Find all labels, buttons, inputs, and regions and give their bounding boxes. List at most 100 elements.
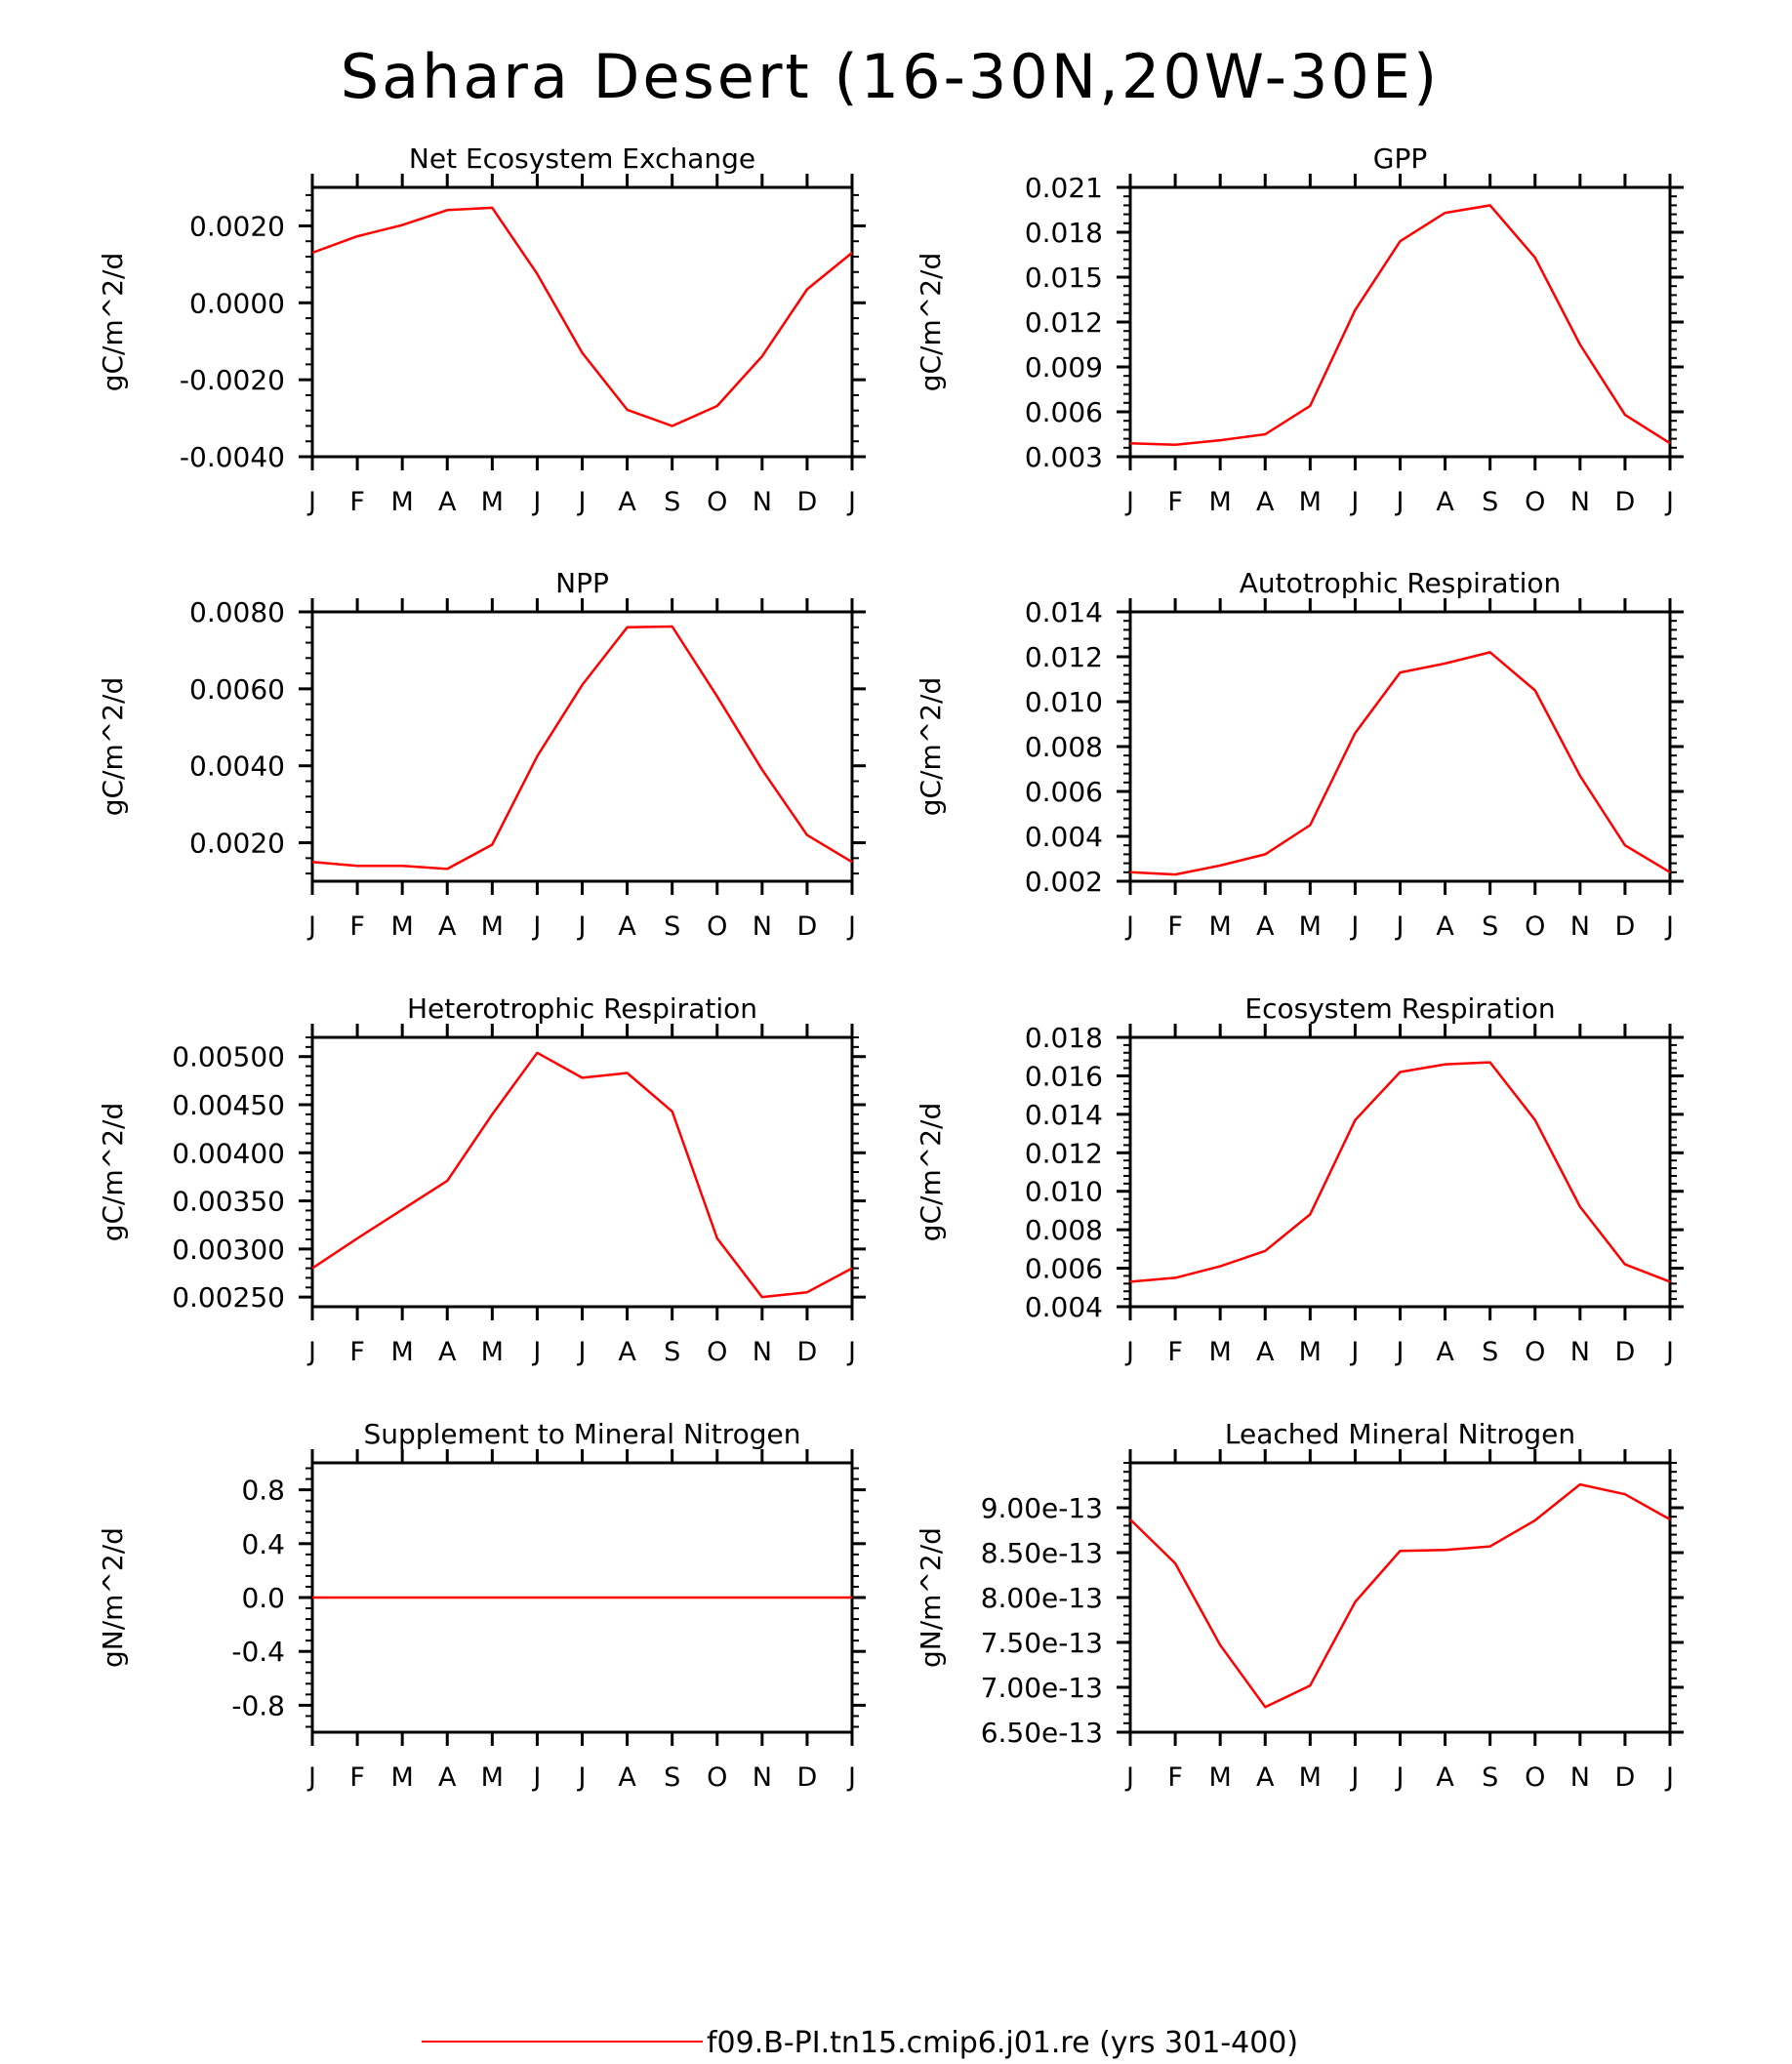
x-tick-label: O	[707, 1762, 727, 1793]
x-tick-label: D	[1615, 1762, 1636, 1793]
panel-title: Ecosystem Respiration	[1244, 992, 1555, 1025]
x-tick-label: J	[1395, 487, 1405, 517]
x-tick-label: F	[1167, 911, 1183, 942]
x-tick-label: J	[846, 487, 856, 517]
x-tick-label: J	[306, 911, 316, 942]
y-tick-label: 0.00250	[172, 1281, 285, 1314]
series-line	[311, 1051, 853, 1299]
x-tick-label: J	[846, 1762, 856, 1793]
x-tick-label: J	[531, 1337, 541, 1367]
x-tick-label: M	[1209, 1762, 1232, 1793]
x-tick-label: D	[1615, 487, 1636, 517]
y-tick-label: 0.00500	[172, 1041, 285, 1073]
x-tick-label: F	[1167, 1762, 1183, 1793]
panel-title: Net Ecosystem Exchange	[409, 142, 755, 175]
x-tick-label: N	[1570, 1762, 1590, 1793]
y-tick-label: 0.008	[1025, 731, 1103, 763]
plot-frame	[310, 610, 854, 883]
x-tick-label: M	[481, 911, 504, 942]
x-tick-label: J	[846, 911, 856, 942]
y-tick-label: 0.006	[1025, 776, 1103, 808]
series-line	[1129, 1482, 1671, 1709]
y-tick-label: 0.004	[1025, 1291, 1103, 1323]
x-tick-label: J	[1664, 487, 1674, 517]
x-tick-label: J	[306, 487, 316, 517]
x-tick-label: J	[846, 1337, 856, 1367]
y-tick-label: 8.00e-13	[981, 1582, 1103, 1614]
x-tick-label: J	[577, 1762, 587, 1793]
y-tick-label: 6.50e-13	[981, 1717, 1103, 1749]
y-tick-label: 0.015	[1025, 262, 1103, 294]
x-tick-label: O	[1525, 1762, 1545, 1793]
x-tick-label: F	[349, 487, 365, 517]
x-tick-label: N	[1570, 911, 1590, 942]
x-tick-label: S	[664, 487, 680, 517]
x-tick-label: N	[753, 1337, 772, 1367]
series-line	[1129, 651, 1671, 876]
x-tick-label: M	[1299, 1337, 1322, 1367]
y-tick-label: 0.4	[241, 1528, 285, 1560]
x-tick-label: J	[306, 1337, 316, 1367]
x-tick-label: J	[1664, 1337, 1674, 1367]
x-tick-label: O	[1525, 911, 1545, 942]
x-tick-label: F	[349, 1762, 365, 1793]
x-tick-label: N	[753, 911, 772, 942]
x-tick-label: J	[577, 487, 587, 517]
panel-title: GPP	[1373, 142, 1427, 175]
x-tick-label: S	[1482, 1762, 1498, 1793]
panel-title: Heterotrophic Respiration	[407, 992, 757, 1025]
x-tick-label: J	[531, 487, 541, 517]
x-tick-label: S	[664, 911, 680, 942]
plot-frame	[1128, 1035, 1672, 1309]
y-tick-label: -0.8	[231, 1689, 285, 1721]
x-tick-label: F	[349, 911, 365, 942]
y-tick-label: 0.021	[1025, 172, 1103, 204]
y-tick-label: 0.018	[1025, 1022, 1103, 1054]
x-tick-label: O	[1525, 487, 1545, 517]
x-tick-label: J	[1349, 1762, 1359, 1793]
x-tick-label: F	[1167, 487, 1183, 517]
y-tick-label: -0.4	[231, 1636, 285, 1668]
x-tick-label: M	[481, 1762, 504, 1793]
x-tick-label: S	[1482, 911, 1498, 942]
y-axis-label: gC/m^2/d	[915, 1103, 947, 1242]
x-tick-label: J	[1395, 1762, 1405, 1793]
x-tick-label: J	[1124, 487, 1134, 517]
x-tick-label: M	[1209, 1337, 1232, 1367]
x-tick-label: A	[438, 1762, 457, 1793]
y-tick-label: 0.010	[1025, 1176, 1103, 1208]
series-line	[311, 206, 853, 427]
x-tick-label: F	[349, 1337, 365, 1367]
y-axis-label: gC/m^2/d	[97, 1103, 129, 1242]
y-tick-label: 0.012	[1025, 1137, 1103, 1169]
x-tick-label: A	[618, 1337, 636, 1367]
x-tick-label: S	[664, 1337, 680, 1367]
x-tick-label: J	[531, 1762, 541, 1793]
y-axis-label: gC/m^2/d	[97, 253, 129, 392]
y-tick-label: 0.00300	[172, 1234, 285, 1266]
y-tick-label: 7.50e-13	[981, 1627, 1103, 1659]
plot-frame	[1128, 610, 1672, 883]
series-line	[311, 625, 853, 870]
x-tick-label: A	[1256, 911, 1275, 942]
y-tick-label: 0.0000	[189, 287, 285, 319]
y-tick-label: 0.8	[241, 1475, 285, 1507]
x-tick-label: M	[391, 1337, 414, 1367]
y-tick-label: 9.00e-13	[981, 1492, 1103, 1524]
x-tick-label: D	[797, 487, 818, 517]
y-tick-label: 0.018	[1025, 217, 1103, 249]
x-tick-label: A	[618, 487, 636, 517]
y-tick-label: 0.010	[1025, 686, 1103, 718]
y-tick-label: 0.0	[241, 1582, 285, 1614]
y-tick-label: 0.00400	[172, 1137, 285, 1169]
panel-title: Supplement to Mineral Nitrogen	[364, 1418, 801, 1450]
x-tick-label: O	[707, 1337, 727, 1367]
y-tick-label: 0.0020	[189, 210, 285, 242]
y-tick-label: 0.0060	[189, 673, 285, 706]
x-tick-label: N	[1570, 487, 1590, 517]
x-tick-label: M	[391, 487, 414, 517]
